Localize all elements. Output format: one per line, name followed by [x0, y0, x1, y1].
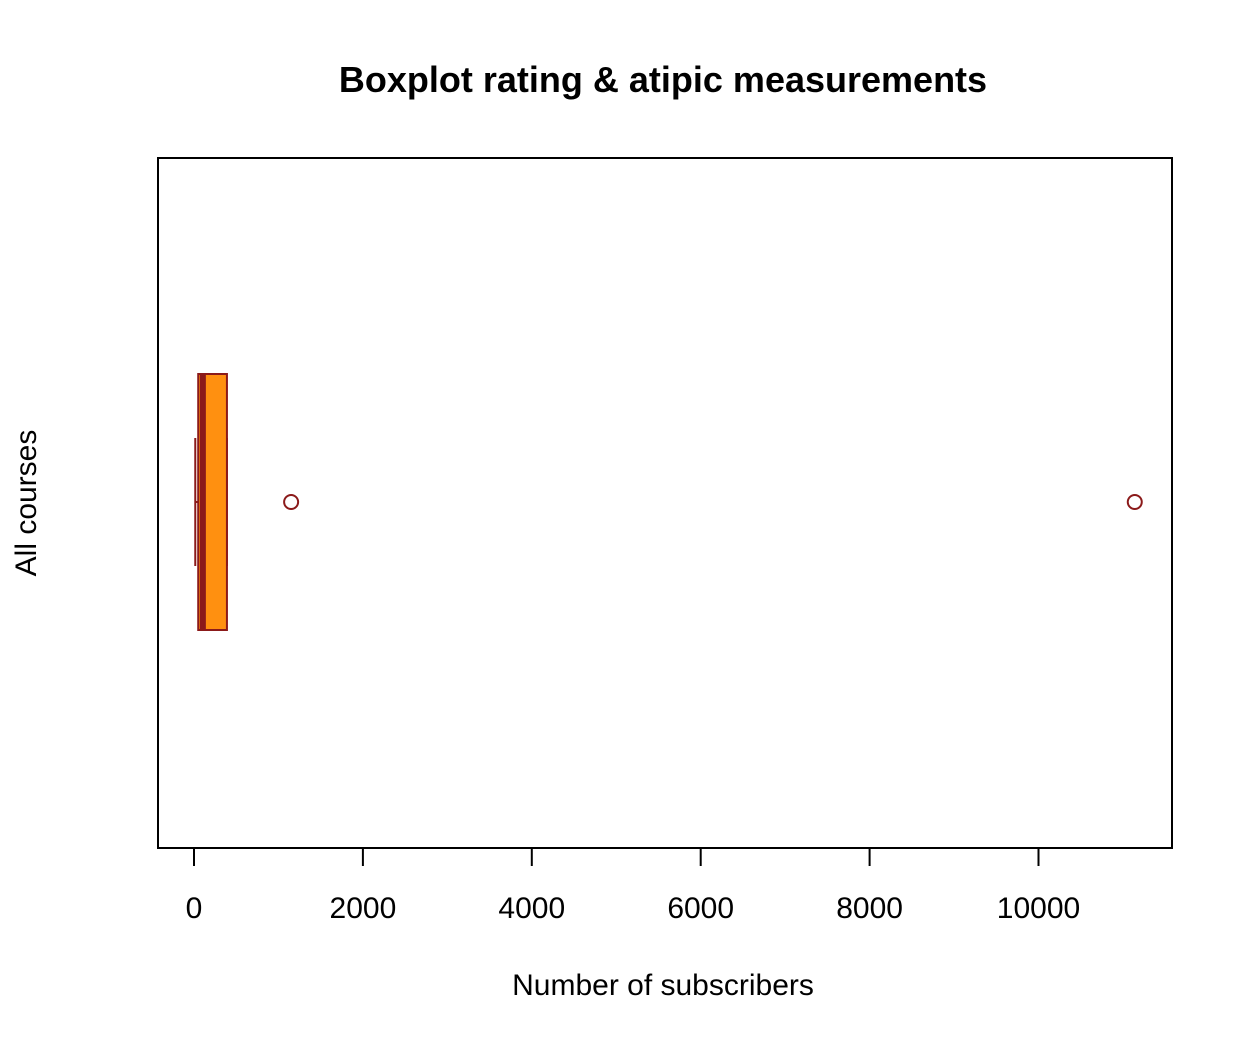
outlier-point	[1126, 494, 1143, 510]
x-tick-label: 6000	[667, 892, 734, 925]
y-axis-label: All courses	[10, 430, 43, 577]
x-tick-label: 4000	[498, 892, 565, 925]
plot-frame	[157, 157, 1173, 849]
x-tick-label: 8000	[836, 892, 903, 925]
x-axis: 0 2000 4000 6000 8000 10000	[186, 847, 1080, 925]
chart-title: Boxplot rating & atipic measurements	[339, 59, 987, 100]
box-group	[194, 373, 1143, 631]
x-tick-label: 2000	[330, 892, 397, 925]
outlier-point	[283, 494, 300, 510]
x-tick-label: 0	[186, 892, 203, 925]
x-tick-label: 10000	[997, 892, 1080, 925]
x-axis-label: Number of subscribers	[512, 969, 814, 1002]
